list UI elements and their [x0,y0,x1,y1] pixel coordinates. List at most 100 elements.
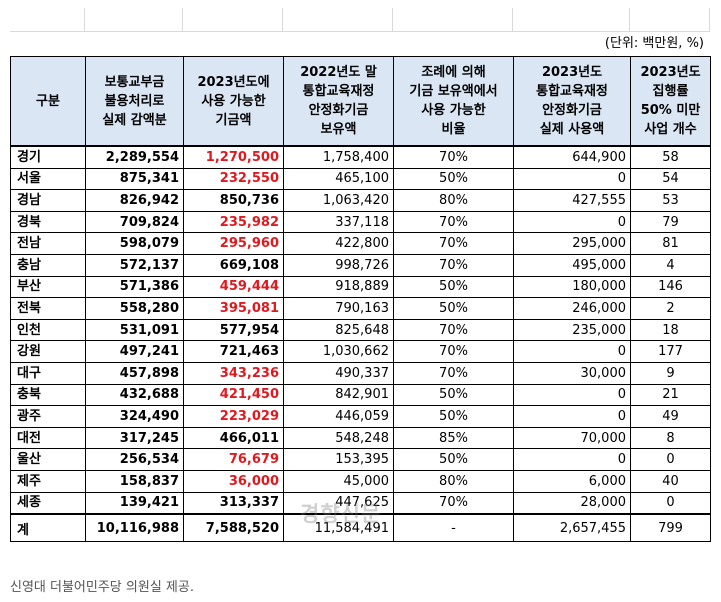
cell-c2: 36,000 [183,469,284,493]
table-row: 부산 571,386 459,444 918,889 50% 180,000 146 [10,275,711,299]
cell-region: 대전 [10,426,86,450]
column-header-line: 2023년도에 [197,74,270,90]
cell-region: 강원 [10,340,86,363]
cell-c3: 548,248 [283,426,394,450]
cell-c4: 50% [393,383,514,407]
column-header-line: 2023년도 [541,65,603,80]
column-header-line: 2023년도 [640,65,701,80]
table-header: 구분 보통교부금 불용처리로 실제 감액분 2023년도에 사용 가능한 기금액 2022년도… [10,56,711,147]
cell-c4: 50% [393,275,514,299]
cell-region: 광주 [10,405,86,428]
cell-region: 경기 [10,145,86,169]
table-row: 경기 2,289,554 1,270,500 1,758,400 70% 644,900 5… [10,145,711,169]
cell-region: 세종 [10,491,86,515]
cell-c5: 0 [513,210,631,234]
table-row: 울산 256,534 76,679 153,395 50% 0 0 [10,448,711,471]
table-row: 인천 531,091 577,954 825,648 70% 235,000 18 [10,318,711,342]
cell-c5: 644,900 [513,145,631,169]
cell-c5: 0 [513,383,631,407]
cell-c2: 1,270,500 [183,145,284,169]
cell-c4: 70% [393,361,514,385]
total-c6: 799 [630,513,711,543]
table-row: 충남 572,137 669,108 998,726 70% 495,000 4 [10,253,711,277]
unit-note: (단위: 백만원, %) [604,36,704,51]
cell-c6: 8 [630,426,711,450]
cell-region: 전남 [10,232,86,255]
column-header-line: 사용 가능한 [201,93,266,109]
total-c3: 11,584,491 [283,513,394,543]
cell-region: 인천 [10,318,86,342]
cell-c6: 81 [630,232,711,255]
column-header-line: 보통교부금 [104,74,165,90]
cell-c6: 0 [630,491,711,515]
cell-c2: 395,081 [183,297,284,320]
cell-c3: 790,163 [283,297,394,320]
cell-c1: 256,534 [85,448,184,471]
cell-region: 경남 [10,189,86,212]
column-header-c1: 보통교부금 불용처리로 실제 감액분 [85,56,184,147]
table-body: 경기 2,289,554 1,270,500 1,758,400 70% 644,900 5… [10,145,711,515]
cell-c3: 918,889 [283,275,394,299]
cell-c6: 49 [630,405,711,428]
cell-c1: 598,079 [85,232,184,255]
footnote: 신영대 더불어민주당 의원실 제공. [10,580,194,595]
cell-c1: 2,289,554 [85,145,184,169]
column-header-line: 조례에 의해 [421,65,486,80]
cell-c4: 50% [393,405,514,428]
cell-c1: 709,824 [85,210,184,234]
cell-c1: 875,341 [85,167,184,191]
cell-c4: 70% [393,145,514,169]
total-c2: 7,588,520 [183,513,284,543]
table-row: 충북 432,688 421,450 842,901 50% 0 21 [10,383,711,407]
cell-c2: 232,550 [183,167,284,191]
cell-c5: 0 [513,448,631,471]
cell-region: 제주 [10,469,86,493]
cell-c6: 40 [630,469,711,493]
cell-c3: 446,059 [283,405,394,428]
total-c1: 10,116,988 [85,513,184,543]
cell-c5: 246,000 [513,297,631,320]
cell-c2: 721,463 [183,340,284,363]
column-header-line: 안정화기금 [542,103,602,118]
cell-c4: 50% [393,297,514,320]
data-table: 구분 보통교부금 불용처리로 실제 감액분 2023년도에 사용 가능한 기금액 2022년도… [10,56,711,543]
cell-c1: 139,421 [85,491,184,515]
cell-c1: 531,091 [85,318,184,342]
cell-c1: 571,386 [85,275,184,299]
cell-region: 경북 [10,210,86,234]
cell-region: 충남 [10,253,86,277]
table-row: 제주 158,837 36,000 45,000 80% 6,000 40 [10,469,711,493]
cell-c5: 30,000 [513,361,631,385]
cell-c3: 825,648 [283,318,394,342]
cell-c6: 0 [630,448,711,471]
cell-c4: 70% [393,340,514,363]
cell-c5: 427,555 [513,189,631,212]
cell-region: 대구 [10,361,86,385]
cell-c2: 850,736 [183,189,284,212]
cell-c4: 85% [393,426,514,450]
total-label: 계 [10,513,86,543]
cell-c1: 826,942 [85,189,184,212]
total-c4: - [393,513,514,543]
cell-c3: 842,901 [283,383,394,407]
table-row: 경북 709,824 235,982 337,118 70% 0 79 [10,210,711,234]
cell-c1: 324,490 [85,405,184,428]
cell-c2: 295,960 [183,232,284,255]
cell-c1: 432,688 [85,383,184,407]
cell-c1: 497,241 [85,340,184,363]
cell-c1: 457,898 [85,361,184,385]
cell-c2: 235,982 [183,210,284,234]
cell-c2: 577,954 [183,318,284,342]
cell-c4: 50% [393,448,514,471]
cell-c2: 76,679 [183,448,284,471]
cell-c2: 466,011 [183,426,284,450]
cell-c6: 146 [630,275,711,299]
cell-c5: 0 [513,167,631,191]
cell-c6: 2 [630,297,711,320]
cell-c1: 158,837 [85,469,184,493]
cell-c4: 70% [393,232,514,255]
cell-c3: 422,800 [283,232,394,255]
cell-c2: 223,029 [183,405,284,428]
cell-region: 충북 [10,383,86,407]
cell-c6: 54 [630,167,711,191]
